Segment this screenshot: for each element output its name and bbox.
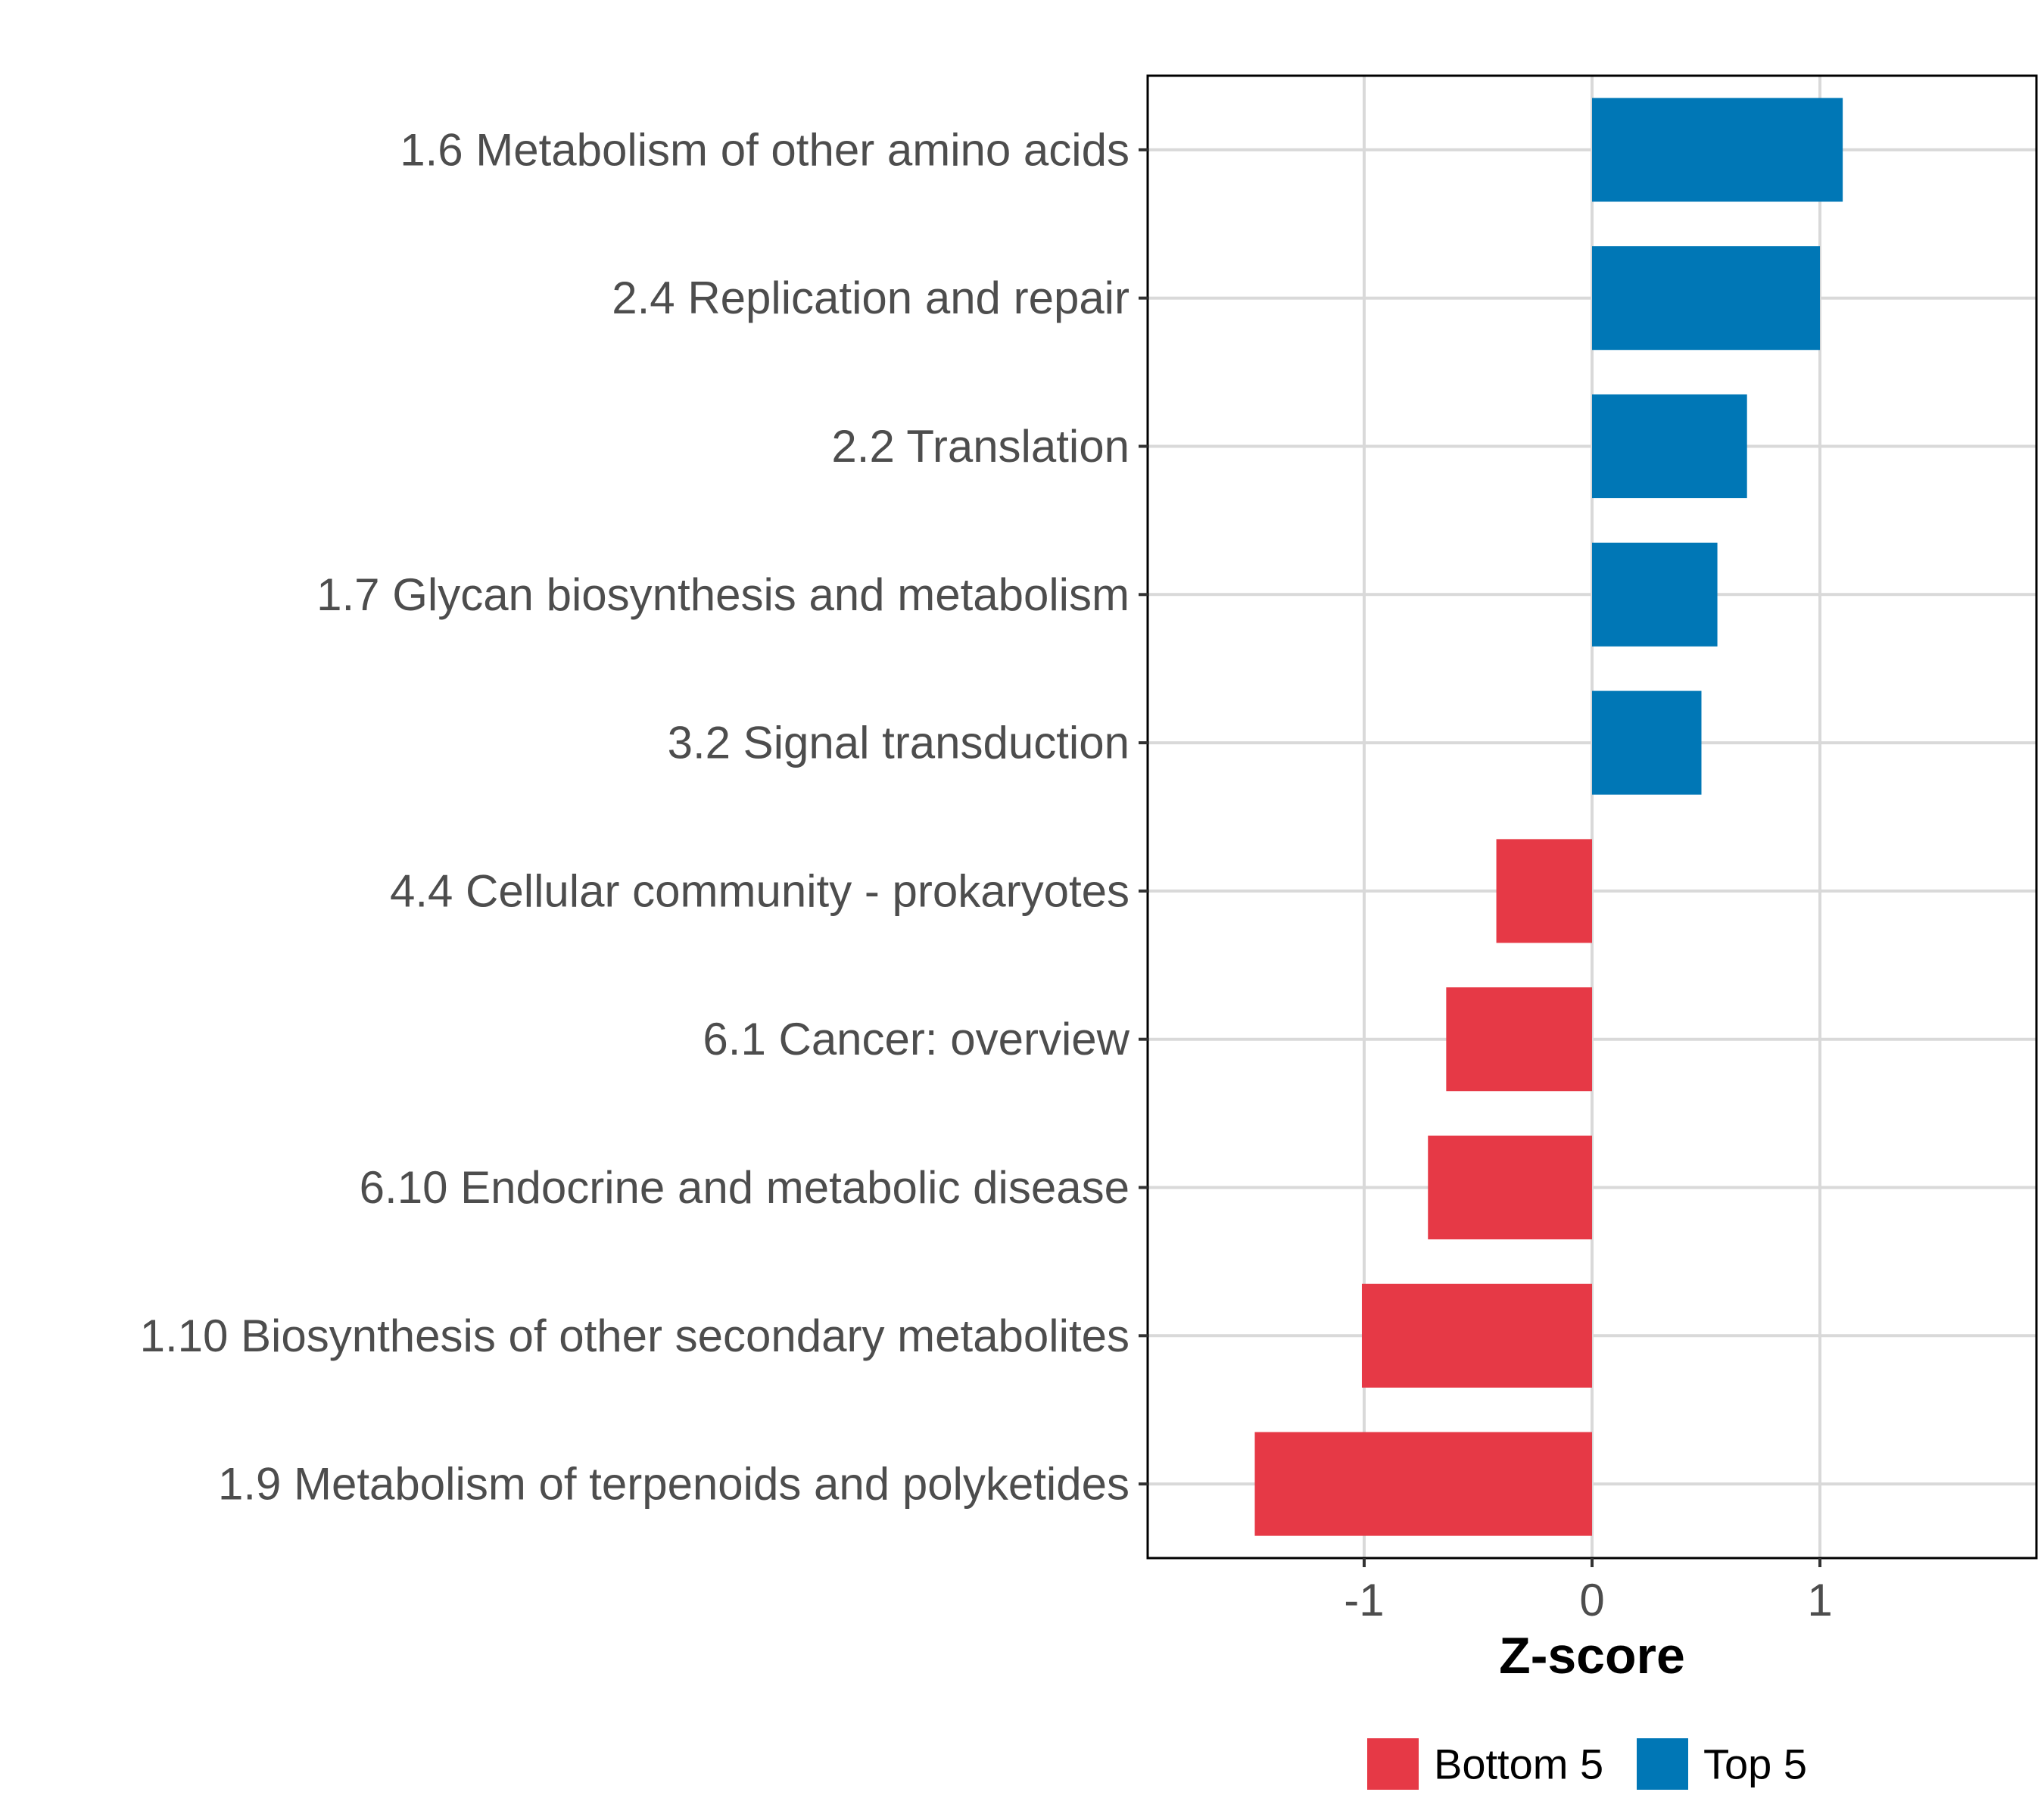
bar — [1446, 987, 1592, 1092]
y-tick-label: 1.6 Metabolism of other amino acids — [400, 124, 1129, 175]
y-tick-label: 1.9 Metabolism of terpenoids and polyket… — [218, 1459, 1129, 1510]
bar — [1592, 690, 1702, 795]
legend: Bottom 5 Top 5 — [1367, 1738, 1807, 1790]
x-axis-title: Z-score — [1499, 1627, 1685, 1685]
y-tick-label: 6.1 Cancer: overview — [703, 1014, 1129, 1064]
bar — [1592, 542, 1718, 647]
y-tick-label: 2.2 Translation — [831, 421, 1129, 472]
bar — [1592, 98, 1843, 202]
y-tick-label: 3.2 Signal transduction — [668, 718, 1129, 768]
legend-key — [1367, 1738, 1419, 1790]
x-tick-label: -1 — [1344, 1575, 1384, 1625]
bar — [1361, 1283, 1592, 1388]
x-axis: -1 0 1 — [1344, 1558, 1833, 1625]
legend-label: Top 5 — [1703, 1741, 1807, 1788]
bar — [1254, 1432, 1592, 1536]
legend-key — [1637, 1738, 1688, 1790]
y-axis: 1.6 Metabolism of other amino acids 2.4 R… — [140, 124, 1148, 1510]
y-tick-label: 4.4 Cellular community - prokaryotes — [390, 865, 1129, 916]
y-tick-label: 6.10 Endocrine and metabolic disease — [360, 1162, 1129, 1213]
bar — [1428, 1135, 1592, 1240]
x-tick-label: 0 — [1579, 1575, 1604, 1625]
x-tick-label: 1 — [1807, 1575, 1832, 1625]
bar — [1496, 839, 1592, 943]
legend-label: Bottom 5 — [1434, 1741, 1603, 1788]
y-tick-label: 2.4 Replication and repair — [612, 273, 1129, 323]
y-tick-label: 1.7 Glycan biosynthesis and metabolism — [316, 569, 1129, 620]
bar — [1592, 394, 1747, 499]
bar — [1592, 246, 1821, 351]
bars — [1254, 98, 1843, 1536]
y-tick-label: 1.10 Biosynthesis of other secondary met… — [140, 1311, 1129, 1361]
